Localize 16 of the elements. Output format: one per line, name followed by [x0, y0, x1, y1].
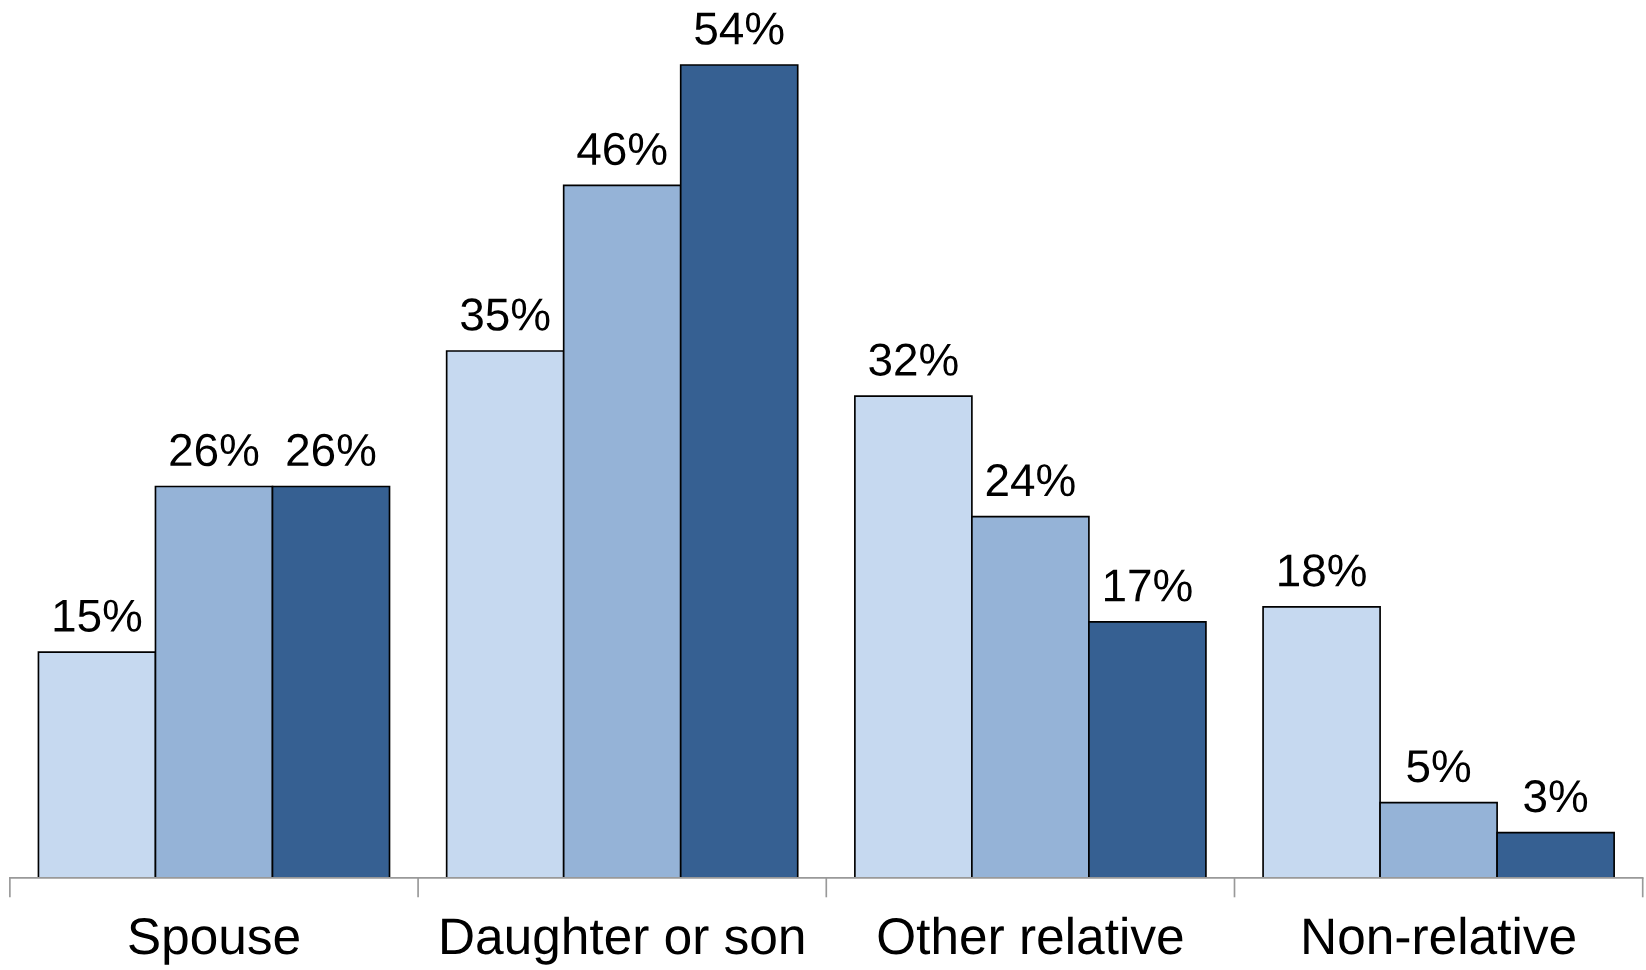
x-tick-label: Other relative — [878, 916, 1183, 955]
data-label: 15% — [54, 599, 142, 632]
x-tick-label: Daughter or son — [442, 916, 804, 965]
x-tick-label: Spouse — [129, 918, 299, 965]
x-tick-label: Non-relative — [1304, 916, 1575, 955]
data-label: 24% — [986, 463, 1075, 497]
data-label: 18% — [1279, 554, 1366, 587]
data-label: 35% — [461, 298, 550, 331]
data-label: 5% — [1407, 750, 1471, 783]
data-label: 32% — [869, 343, 958, 376]
data-label: 54% — [695, 12, 784, 45]
data-label: 3% — [1524, 780, 1588, 813]
data-label: 46% — [577, 132, 667, 166]
data-label: 26% — [170, 433, 259, 467]
data-label: 17% — [1105, 569, 1192, 602]
data-label: 26% — [287, 433, 376, 467]
